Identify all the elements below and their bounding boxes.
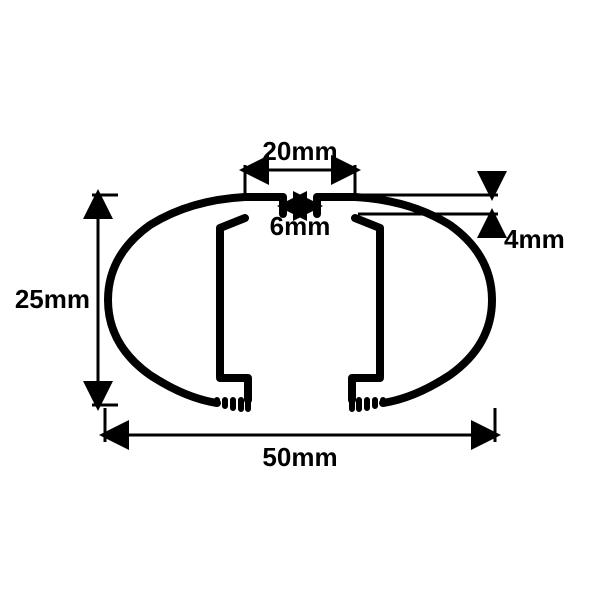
- dim-lip-depth: [358, 179, 498, 230]
- technical-drawing: 50mm 25mm 20mm 6mm 4mm: [0, 0, 600, 600]
- dim-width: [105, 408, 495, 442]
- dimension-lines: [92, 165, 498, 442]
- label-lip: 4mm: [504, 224, 565, 254]
- inner-channel: [220, 218, 380, 400]
- label-height: 25mm: [15, 284, 90, 314]
- foot-left: [217, 400, 248, 409]
- label-width: 50mm: [262, 442, 337, 472]
- dim-slot-outer: [245, 165, 355, 193]
- foot-right: [352, 400, 383, 409]
- label-slot-outer: 20mm: [262, 136, 337, 166]
- label-slot-inner: 6mm: [270, 211, 331, 241]
